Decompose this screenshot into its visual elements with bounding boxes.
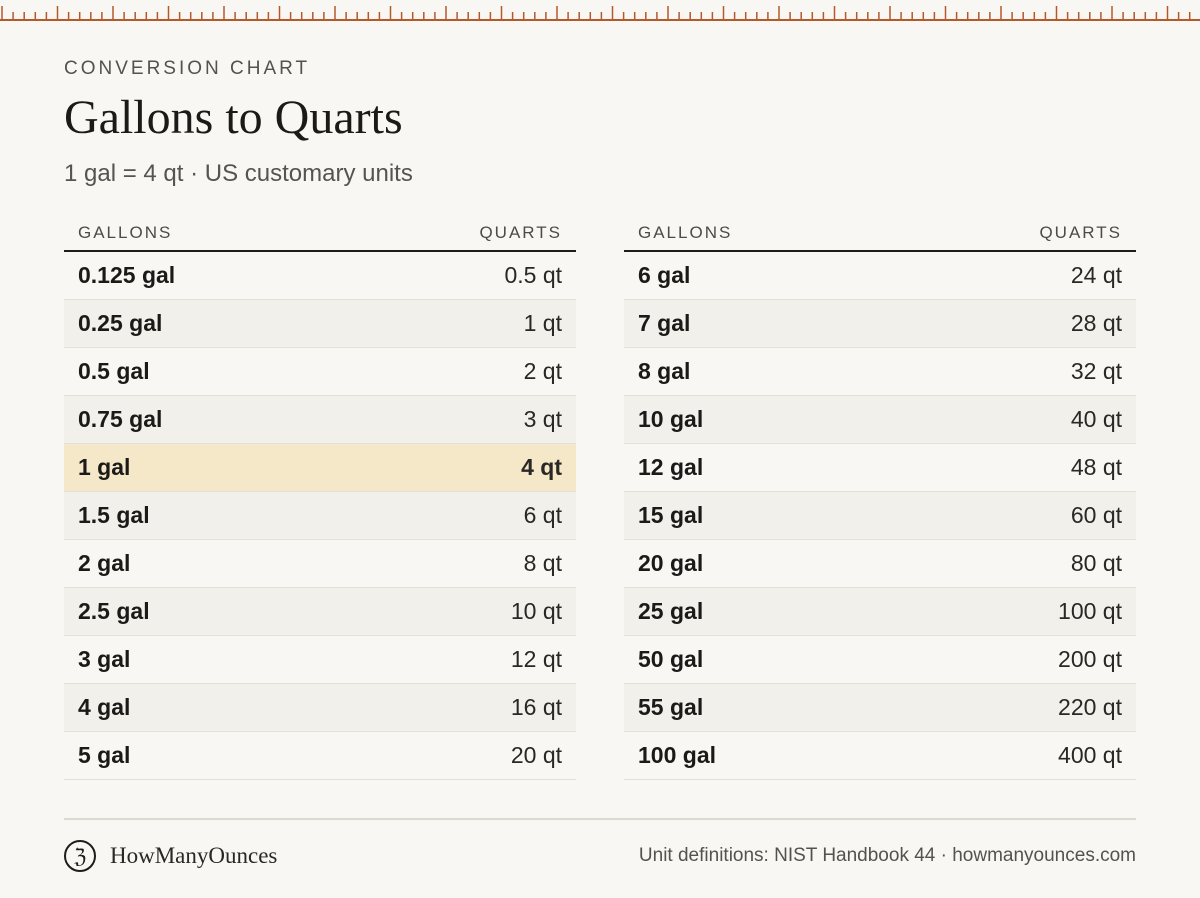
quarts-cell: 10 qt <box>510 598 562 624</box>
column-header-gallons: GALLONS <box>638 223 733 242</box>
quarts-cell: 40 qt <box>1070 406 1122 432</box>
gallons-cell: 55 gal <box>638 694 704 720</box>
gallons-cell: 0.125 gal <box>78 262 176 288</box>
source-attribution: Unit definitions: NIST Handbook 44 · how… <box>638 845 1136 866</box>
table-row: 4 gal 16 qt <box>64 684 576 732</box>
gallons-cell: 2.5 gal <box>78 598 150 624</box>
quarts-cell: 1 qt <box>523 310 562 336</box>
table-row: 0.25 gal 1 qt <box>64 300 576 348</box>
table-row: 0.75 gal 3 qt <box>64 396 576 444</box>
page-subtitle: 1 gal = 4 qt · US customary units <box>64 160 413 187</box>
table-row: 0.125 gal 0.5 qt <box>64 252 576 300</box>
quarts-cell: 48 qt <box>1070 454 1122 480</box>
footer-divider <box>64 818 1136 820</box>
gallons-cell: 3 gal <box>78 646 131 672</box>
table-body: 6 gal 24 qt 7 gal 28 qt 8 gal 32 qt 10 gal 40 q… <box>624 252 1136 780</box>
quarts-cell: 3 qt <box>523 406 562 432</box>
brand-logo[interactable]: ℨ HowManyOunces <box>64 838 277 874</box>
gallons-cell: 100 gal <box>638 742 716 768</box>
quarts-cell: 0.5 qt <box>504 262 562 288</box>
gallons-cell: 10 gal <box>638 406 704 432</box>
quarts-cell: 4 qt <box>521 454 562 480</box>
quarts-cell: 60 qt <box>1070 502 1122 528</box>
quarts-cell: 8 qt <box>523 550 562 576</box>
gallons-cell: 50 gal <box>638 646 704 672</box>
gallons-cell: 0.5 gal <box>78 358 150 384</box>
brand-name: HowManyOunces <box>110 843 278 868</box>
table-header: GALLONS QUARTS <box>624 216 1136 252</box>
table-row: 20 gal 80 qt <box>624 540 1136 588</box>
table-row: 0.5 gal 2 qt <box>64 348 576 396</box>
table-row: 10 gal 40 qt <box>624 396 1136 444</box>
brand-mark-icon: ℨ <box>64 840 96 872</box>
gallons-cell: 6 gal <box>638 262 691 288</box>
page-title: Gallons to Quarts <box>64 91 403 144</box>
gallons-cell: 4 gal <box>78 694 131 720</box>
gallons-cell: 8 gal <box>638 358 691 384</box>
table-body: 0.125 gal 0.5 qt 0.25 gal 1 qt 0.5 gal 2 qt 0.… <box>64 252 576 780</box>
gallons-cell: 20 gal <box>638 550 704 576</box>
gallons-cell: 15 gal <box>638 502 704 528</box>
gallons-cell: 5 gal <box>78 742 131 768</box>
conversion-table-left: GALLONS QUARTS 0.125 gal 0.5 qt 0.25 gal 1 … <box>64 216 576 780</box>
table-row: 12 gal 48 qt <box>624 444 1136 492</box>
quarts-cell: 220 qt <box>1058 694 1122 720</box>
table-row: 3 gal 12 qt <box>64 636 576 684</box>
gallons-cell: 2 gal <box>78 550 131 576</box>
eyebrow-label: CONVERSION CHART <box>64 58 311 79</box>
table-row: 50 gal 200 qt <box>624 636 1136 684</box>
table-row: 55 gal 220 qt <box>624 684 1136 732</box>
table-row-highlighted: 1 gal 4 qt <box>64 444 576 492</box>
gallons-cell: 12 gal <box>638 454 704 480</box>
table-row: 5 gal 20 qt <box>64 732 576 780</box>
gallons-cell: 0.25 gal <box>78 310 163 336</box>
quarts-cell: 2 qt <box>523 358 562 384</box>
ruler-decoration <box>0 6 1200 21</box>
table-header: GALLONS QUARTS <box>64 216 576 252</box>
table-row: 15 gal 60 qt <box>624 492 1136 540</box>
quarts-cell: 12 qt <box>510 646 562 672</box>
column-header-gallons: GALLONS <box>78 223 173 242</box>
table-row: 8 gal 32 qt <box>624 348 1136 396</box>
quarts-cell: 28 qt <box>1070 310 1122 336</box>
quarts-cell: 16 qt <box>510 694 562 720</box>
quarts-cell: 24 qt <box>1070 262 1122 288</box>
conversion-table-right: GALLONS QUARTS 6 gal 24 qt 7 gal 28 qt 8 gal… <box>624 216 1136 780</box>
table-row: 25 gal 100 qt <box>624 588 1136 636</box>
table-row: 7 gal 28 qt <box>624 300 1136 348</box>
table-row: 6 gal 24 qt <box>624 252 1136 300</box>
table-row: 2 gal 8 qt <box>64 540 576 588</box>
quarts-cell: 20 qt <box>510 742 562 768</box>
column-header-quarts: QUARTS <box>1039 223 1122 242</box>
gallons-cell: 25 gal <box>638 598 704 624</box>
table-row: 2.5 gal 10 qt <box>64 588 576 636</box>
quarts-cell: 200 qt <box>1058 646 1122 672</box>
column-header-quarts: QUARTS <box>479 223 562 242</box>
quarts-cell: 100 qt <box>1058 598 1122 624</box>
quarts-cell: 32 qt <box>1070 358 1122 384</box>
quarts-cell: 80 qt <box>1070 550 1122 576</box>
table-row: 1.5 gal 6 qt <box>64 492 576 540</box>
quarts-cell: 400 qt <box>1058 742 1122 768</box>
gallons-cell: 1 gal <box>78 454 131 480</box>
quarts-cell: 6 qt <box>523 502 562 528</box>
table-row: 100 gal 400 qt <box>624 732 1136 780</box>
gallons-cell: 7 gal <box>638 310 691 336</box>
gallons-cell: 1.5 gal <box>78 502 150 528</box>
gallons-cell: 0.75 gal <box>78 406 163 432</box>
